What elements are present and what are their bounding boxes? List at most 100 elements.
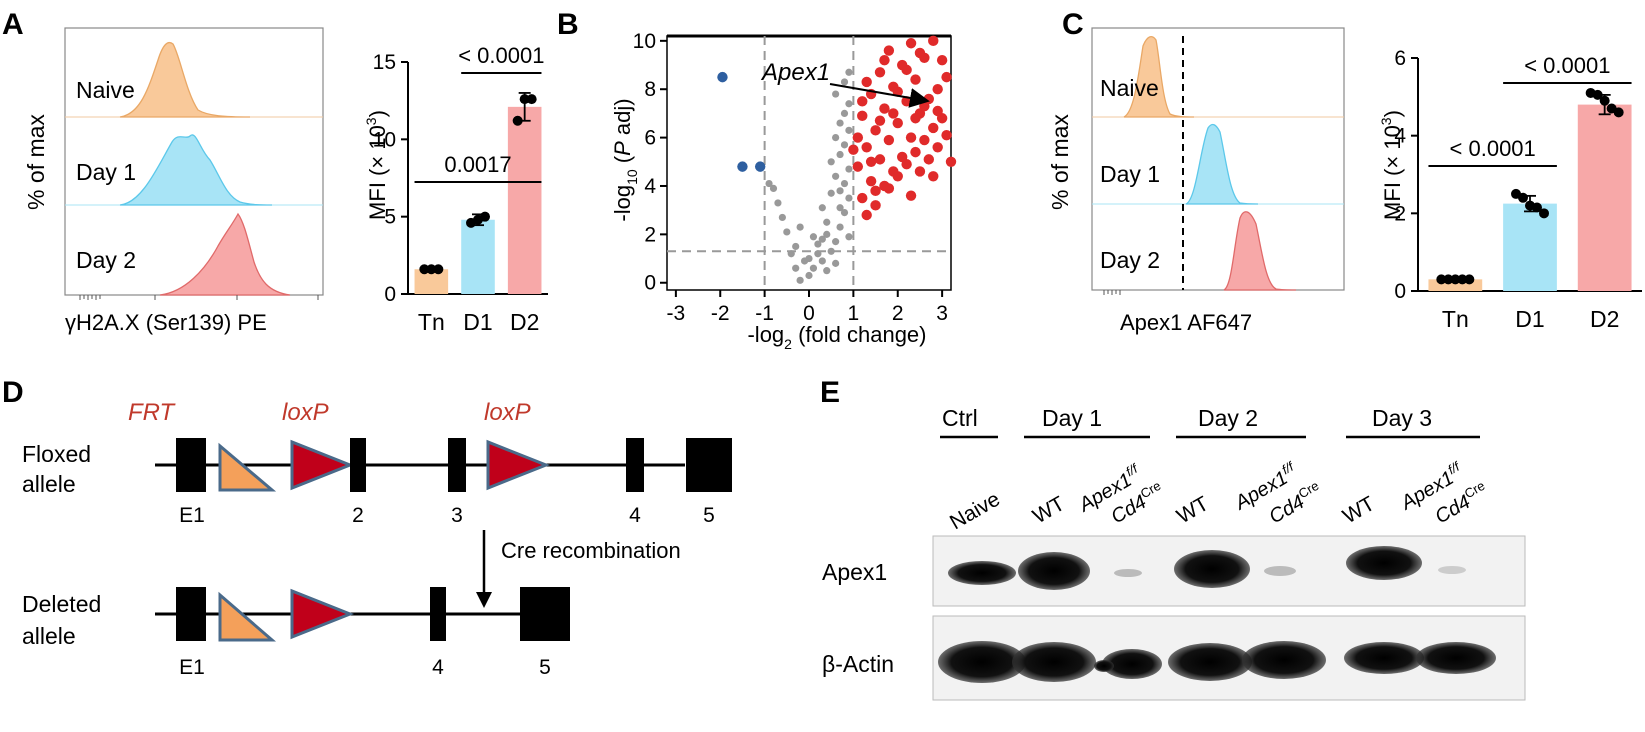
data-point	[814, 240, 822, 248]
y-tick-label: 6	[644, 127, 656, 150]
data-point	[932, 142, 943, 153]
data-point	[1443, 274, 1454, 285]
data-point	[928, 122, 939, 134]
panel-c-histogram: Naive Day 1 Day 2 % of max Apex1 AF647	[1047, 27, 1345, 335]
x-tick-label: -3	[667, 302, 686, 325]
significance-label: < 0.0001	[1524, 53, 1610, 78]
histogram-x-ticks	[79, 295, 319, 300]
exon-e1	[176, 438, 206, 492]
data-point	[852, 132, 864, 143]
bar-a-y-label: MFI (× 103)	[363, 110, 390, 220]
data-point	[818, 257, 826, 265]
data-point	[823, 230, 831, 238]
y-tick-label: 0	[644, 272, 656, 295]
category-label: Tn	[418, 309, 445, 335]
y-tick-label: 6	[1394, 47, 1406, 70]
data-point	[879, 54, 890, 66]
data-point	[840, 208, 849, 217]
data-point	[910, 146, 921, 158]
data-point	[836, 204, 844, 212]
y-tick-label: 5	[384, 206, 396, 229]
blot-band	[1114, 569, 1142, 577]
data-point	[941, 129, 952, 141]
data-point	[865, 175, 877, 187]
data-point	[832, 172, 840, 180]
data-point	[845, 68, 853, 76]
blot-group-label: Day 2	[1198, 405, 1258, 431]
blot-row-label: β-Actin	[822, 651, 894, 677]
data-point	[910, 113, 921, 124]
panel-b-volcano-plot: -3 -2 -1 0 1 2 3 0 2 4 6 8 10	[633, 30, 957, 325]
data-point	[905, 38, 917, 49]
data-point	[919, 100, 930, 112]
blot-lane-label: WT	[1029, 492, 1069, 528]
blot-band	[1018, 552, 1090, 590]
exon-label: 2	[352, 504, 364, 527]
blot-group-label: Day 1	[1042, 405, 1102, 431]
data-point	[874, 154, 886, 165]
volcano-annotation: Apex1	[760, 59, 830, 86]
blot-group-label: Day 3	[1372, 405, 1432, 431]
volcano-annotation-arrow	[829, 83, 930, 108]
histogram-row-label: Day 2	[76, 247, 136, 273]
data-point	[818, 235, 826, 243]
frt-triangle	[218, 591, 277, 642]
floxed-label: allele	[22, 471, 76, 497]
data-point	[845, 100, 853, 108]
data-point	[526, 94, 537, 105]
exon-label: E1	[179, 504, 205, 527]
y-tick-label: 4	[644, 175, 656, 198]
x-tick-label: -1	[755, 302, 774, 325]
data-point	[905, 132, 917, 143]
data-point	[870, 125, 881, 136]
data-point	[879, 103, 890, 114]
data-point	[832, 259, 840, 267]
data-point	[512, 115, 523, 126]
exon-label: 4	[629, 504, 641, 527]
bar	[1428, 279, 1483, 291]
volcano-y-label: -log10 (P adj)	[610, 98, 640, 221]
data-point	[910, 74, 921, 85]
significance-label: < 0.0001	[1450, 136, 1536, 161]
data-point	[874, 115, 886, 126]
data-point	[787, 250, 795, 258]
data-point	[845, 194, 853, 202]
data-point	[1518, 192, 1528, 203]
data-point	[796, 223, 804, 231]
data-point	[848, 144, 859, 155]
data-point	[840, 78, 849, 86]
data-point	[905, 190, 917, 201]
blot-band	[1242, 641, 1326, 679]
x-tick-label: 1	[848, 302, 860, 325]
data-point	[865, 156, 877, 167]
data-point	[1450, 274, 1461, 285]
y-tick-label: 2	[644, 223, 656, 246]
histogram-x-ticks	[1103, 290, 1121, 295]
data-point	[754, 161, 766, 172]
data-point	[809, 233, 818, 241]
data-point	[717, 71, 728, 83]
exon-5	[686, 438, 732, 492]
data-point	[883, 45, 895, 56]
bar	[507, 106, 542, 294]
blot-band	[1264, 566, 1296, 576]
y-tick-label: 8	[644, 78, 656, 101]
panel-a-histogram: Naive Day 1 Day 2 % of max γH2A.X (Ser13…	[23, 27, 324, 335]
blot-band	[1168, 643, 1252, 681]
data-point	[861, 76, 872, 88]
data-point	[1436, 274, 1447, 285]
histogram-day1	[119, 134, 273, 206]
exon-e1	[176, 587, 206, 641]
y-tick-label: 15	[373, 51, 396, 74]
blot-band	[1102, 649, 1162, 679]
histogram-day1	[1185, 123, 1259, 205]
blot-band	[1094, 660, 1114, 672]
data-point	[1613, 107, 1624, 118]
data-point	[737, 161, 748, 172]
histogram-x-label: γH2A.X (Ser139) PE	[65, 310, 267, 335]
recombination-label: Cre recombination	[501, 538, 681, 563]
panel-e-western-blot: Ctrl Day 1 Day 2 Day 3 Naive WT Apex1f/f…	[822, 405, 1526, 701]
data-point	[840, 141, 849, 149]
data-point	[874, 67, 886, 78]
